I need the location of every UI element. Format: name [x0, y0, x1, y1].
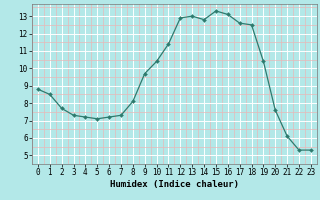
X-axis label: Humidex (Indice chaleur): Humidex (Indice chaleur) — [110, 180, 239, 189]
